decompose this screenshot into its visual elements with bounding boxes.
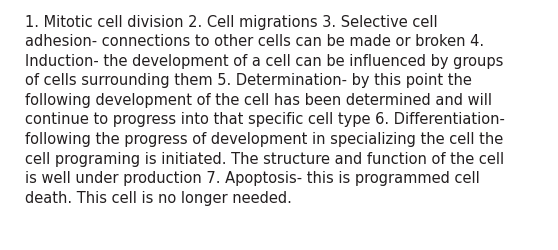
Text: 1. Mitotic cell division 2. Cell migrations 3. Selective cell
adhesion- connecti: 1. Mitotic cell division 2. Cell migrati…: [25, 14, 504, 205]
